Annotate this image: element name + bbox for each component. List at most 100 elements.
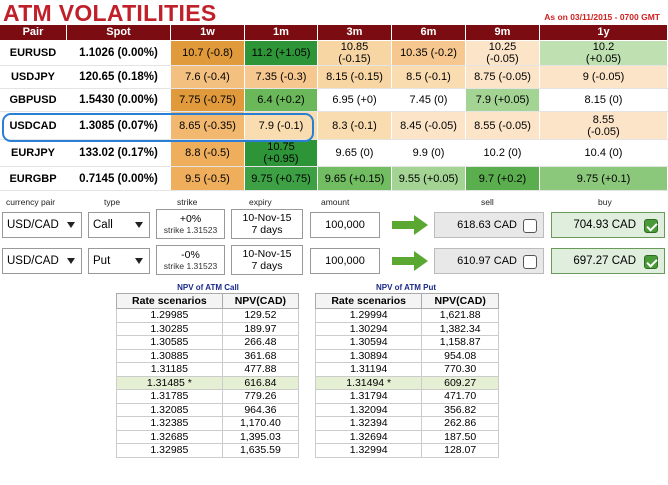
table-row: 1.31185 477.88 bbox=[116, 362, 300, 377]
vol-row-eurjpy[interactable]: EURJPY 133.02 (0.17%) 8.8 (-0.5) 10.75 (+0.… bbox=[0, 140, 668, 167]
npv-put-title: NPV of ATM Put bbox=[376, 283, 436, 292]
expiry-days: 7 days bbox=[251, 260, 283, 272]
vol-cell-9m[interactable]: 8.55 (-0.05) bbox=[466, 112, 540, 139]
vol-cell-9m[interactable]: 9.7 (+0.2) bbox=[466, 167, 540, 190]
vol-cell-9m[interactable]: 7.9 (+0.05) bbox=[466, 89, 540, 111]
expiry-field[interactable]: 10-Nov-15 7 days bbox=[231, 209, 303, 239]
strike-field[interactable]: -0% strike 1.31523 bbox=[156, 245, 225, 275]
npv-header: NPV(CAD) bbox=[221, 293, 300, 309]
vol-cell-3m[interactable]: 10.85 (-0.15) bbox=[318, 41, 392, 65]
table-row: 1.32985 1,635.59 bbox=[116, 443, 300, 458]
table-row: 1.30585 266.48 bbox=[116, 335, 300, 350]
buy-price: 697.27 CAD bbox=[573, 255, 636, 267]
vol-cell-3m[interactable]: 8.15 (-0.15) bbox=[318, 66, 392, 88]
vol-cell-1w[interactable]: 7.6 (-0.4) bbox=[171, 66, 245, 88]
vol-cell-3m[interactable]: 9.65 (+0.15) bbox=[318, 167, 392, 190]
vol-cell-3m[interactable]: 8.3 (-0.1) bbox=[318, 112, 392, 139]
vol-cell-1y[interactable]: 9 (-0.05) bbox=[540, 66, 668, 88]
chevron-down-icon bbox=[135, 222, 143, 228]
vol-cell-6m[interactable]: 7.45 (0) bbox=[392, 89, 466, 111]
volatility-table: Pair Spot 1w 1m 3m 6m 9m 1y EURUSD 1.1026 (0.00%)… bbox=[0, 25, 668, 193]
vol-cell-1y[interactable]: 8.55 (-0.05) bbox=[540, 112, 668, 139]
vol-cell-6m[interactable]: 9.9 (0) bbox=[392, 140, 466, 166]
vol-cell-1m[interactable]: 7.35 (-0.3) bbox=[245, 66, 318, 88]
vol-cell-1m[interactable]: 7.9 (-0.1) bbox=[245, 112, 318, 139]
vol-cell-1m[interactable]: 9.75 (+0.75) bbox=[245, 167, 318, 190]
rate-scenario: 1.30285 bbox=[116, 321, 223, 336]
amount-input[interactable]: 100,000 bbox=[310, 212, 380, 238]
currency-pair-select[interactable]: USD/CAD bbox=[2, 212, 82, 238]
rate-scenario: 1.30885 bbox=[116, 348, 223, 363]
vol-row-gbpusd[interactable]: GBPUSD 1.5430 (0.00%) 7.75 (-0.75) 6.4 (+0.… bbox=[0, 89, 668, 112]
npv-call-title: NPV of ATM Call bbox=[177, 283, 239, 292]
rate-scenario: 1.31494 * bbox=[314, 375, 423, 390]
spot-cell: 1.1026 (0.00%) bbox=[67, 41, 171, 65]
vol-cell-1w[interactable]: 10.7 (-0.8) bbox=[171, 41, 245, 65]
buy-price-button[interactable]: 704.93 CAD bbox=[551, 212, 665, 238]
label-buy: buy bbox=[598, 197, 612, 207]
currency-pair-select[interactable]: USD/CAD bbox=[2, 248, 82, 274]
col-header-1w: 1w bbox=[171, 25, 244, 40]
expiry-field[interactable]: 10-Nov-15 7 days bbox=[231, 245, 303, 275]
vol-row-eurgbp[interactable]: EURGBP 0.7145 (0.00%) 9.5 (-0.5) 9.75 (+0.7… bbox=[0, 167, 668, 191]
vol-cell-9m[interactable]: 10.2 (0) bbox=[466, 140, 540, 166]
strike-field[interactable]: +0% strike 1.31523 bbox=[156, 209, 225, 239]
vol-row-usdjpy[interactable]: USDJPY 120.65 (0.18%) 7.6 (-0.4) 7.35 (-0.3… bbox=[0, 66, 668, 89]
strike-value: strike 1.31523 bbox=[163, 261, 218, 271]
sell-price-button[interactable]: 610.97 CAD bbox=[434, 248, 544, 274]
npv-value: 1,382.34 bbox=[421, 321, 499, 336]
option-type-select[interactable]: Put bbox=[88, 248, 150, 274]
buy-checkbox[interactable] bbox=[644, 219, 658, 233]
table-row: 1.32085 964.36 bbox=[116, 402, 300, 417]
vol-cell-6m[interactable]: 10.35 (-0.2) bbox=[392, 41, 466, 65]
vol-cell-9m[interactable]: 8.75 (-0.05) bbox=[466, 66, 540, 88]
label-sell: sell bbox=[481, 197, 494, 207]
table-row: 1.29985 129.52 bbox=[116, 308, 300, 323]
vol-row-usdcad[interactable]: USDCAD 1.3085 (0.07%) 8.65 (-0.35) 7.9 (-0.… bbox=[0, 112, 668, 140]
buy-price-button[interactable]: 697.27 CAD bbox=[551, 248, 665, 274]
vol-cell-1y[interactable]: 8.15 (0) bbox=[540, 89, 668, 111]
col-header-3m: 3m bbox=[318, 25, 391, 40]
vol-cell-1y[interactable]: 10.2 (+0.05) bbox=[540, 41, 668, 65]
vol-cell-1w[interactable]: 8.65 (-0.35) bbox=[171, 112, 245, 139]
npv-value: 1,621.88 bbox=[421, 308, 499, 323]
vol-cell-1y[interactable]: 9.75 (+0.1) bbox=[540, 167, 668, 190]
col-header-9m: 9m bbox=[466, 25, 539, 40]
arrow-right-icon bbox=[392, 251, 428, 271]
chevron-down-icon bbox=[67, 258, 75, 264]
vol-cell-9m[interactable]: 10.25 (-0.05) bbox=[466, 41, 540, 65]
vol-row-eurusd[interactable]: EURUSD 1.1026 (0.00%) 10.7 (-0.8) 11.2 (+1.… bbox=[0, 41, 668, 66]
vol-cell-6m[interactable]: 9.55 (+0.05) bbox=[392, 167, 466, 190]
option-type-select[interactable]: Call bbox=[88, 212, 150, 238]
rate-scenario: 1.31194 bbox=[314, 362, 423, 377]
rate-scenario: 1.31785 bbox=[116, 389, 223, 404]
vol-cell-1w[interactable]: 7.75 (-0.75) bbox=[171, 89, 245, 111]
vol-cell-6m[interactable]: 8.5 (-0.1) bbox=[392, 66, 466, 88]
rate-scenario: 1.32994 bbox=[314, 443, 423, 458]
table-row: 1.32394 262.86 bbox=[314, 416, 499, 431]
npv-value: 471.70 bbox=[421, 389, 499, 404]
spot-cell: 133.02 (0.17%) bbox=[67, 140, 171, 166]
buy-checkbox[interactable] bbox=[644, 255, 658, 269]
rate-scenario: 1.29994 bbox=[314, 308, 423, 323]
vol-cell-6m[interactable]: 8.45 (-0.05) bbox=[392, 112, 466, 139]
vol-cell-1y[interactable]: 10.4 (0) bbox=[540, 140, 668, 166]
label-currency-pair: currency pair bbox=[6, 197, 56, 207]
vol-cell-1m[interactable]: 10.75 (+0.95) bbox=[245, 140, 318, 166]
sell-price-button[interactable]: 618.63 CAD bbox=[434, 212, 544, 238]
amount-input[interactable]: 100,000 bbox=[310, 248, 380, 274]
vol-cell-1w[interactable]: 8.8 (-0.5) bbox=[171, 140, 245, 166]
col-header-6m: 6m bbox=[392, 25, 465, 40]
vol-cell-3m[interactable]: 6.95 (+0) bbox=[318, 89, 392, 111]
option-type-value: Call bbox=[93, 219, 113, 231]
vol-cell-1w[interactable]: 9.5 (-0.5) bbox=[171, 167, 245, 190]
npv-value: 616.84 bbox=[221, 375, 300, 390]
vol-cell-3m[interactable]: 9.65 (0) bbox=[318, 140, 392, 166]
sell-checkbox[interactable] bbox=[523, 255, 537, 269]
chevron-down-icon bbox=[135, 258, 143, 264]
vol-cell-1m[interactable]: 6.4 (+0.2) bbox=[245, 89, 318, 111]
vol-cell-1m[interactable]: 11.2 (+1.05) bbox=[245, 41, 318, 65]
table-row: 1.30594 1,158.87 bbox=[314, 335, 499, 350]
table-row: 1.30294 1,382.34 bbox=[314, 321, 499, 336]
sell-checkbox[interactable] bbox=[523, 219, 537, 233]
